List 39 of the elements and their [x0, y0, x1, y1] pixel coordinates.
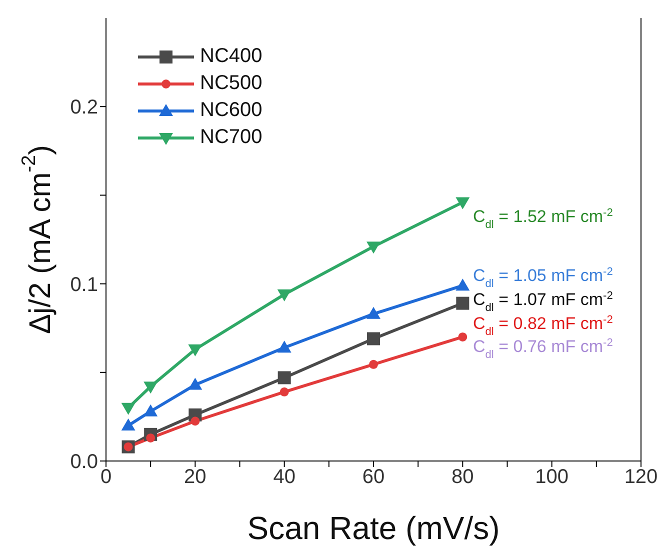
- point: [121, 402, 136, 415]
- x-tick-label: 100: [535, 466, 569, 488]
- point: [367, 332, 380, 346]
- legend-label: NC700: [200, 125, 262, 150]
- y-tick-label: 0.0: [70, 451, 98, 474]
- point: [278, 371, 291, 384]
- point: [144, 382, 158, 394]
- x-tick-label: 20: [184, 466, 206, 488]
- point: [188, 344, 202, 356]
- point: [277, 289, 292, 302]
- y-tick-label: 0.1: [70, 274, 98, 296]
- y-tick-label: 0.2: [70, 96, 98, 119]
- point: [458, 332, 468, 342]
- x-tick-label: 60: [362, 466, 385, 488]
- x-axis-title: Scan Rate (mV/s): [247, 510, 500, 546]
- point: [188, 378, 202, 390]
- annotation: C$_{dl}$ = 1.07 mF cm$^{-2}$: [473, 290, 613, 314]
- legend-label: NC400: [200, 44, 262, 69]
- point: [456, 197, 470, 210]
- point: [369, 360, 378, 369]
- point: [456, 278, 470, 291]
- point: [366, 242, 380, 254]
- point: [366, 306, 380, 319]
- x-tick-label: 40: [273, 466, 296, 488]
- point: [144, 404, 158, 416]
- x-tick-label: 80: [452, 466, 474, 488]
- legend-label: NC600: [200, 98, 262, 123]
- point: [121, 418, 136, 431]
- x-tick-label: 120: [624, 466, 658, 488]
- legend-label: NC500: [200, 71, 262, 96]
- point: [456, 296, 470, 310]
- annotation: C$_{dl}$ = 0.76 mF cm$^{-2}$: [473, 337, 613, 361]
- x-tick-label: 0: [100, 466, 112, 488]
- annotation: C$_{dl}$ = 1.52 mF cm$^{-2}$: [473, 207, 613, 231]
- annotation: C$_{dl}$ = 0.82 mF cm$^{-2}$: [473, 314, 613, 338]
- annotation: C$_{dl}$ = 1.05 mF cm$^{-2}$: [473, 266, 613, 290]
- point: [277, 340, 292, 353]
- point: [190, 416, 200, 426]
- point: [280, 387, 289, 396]
